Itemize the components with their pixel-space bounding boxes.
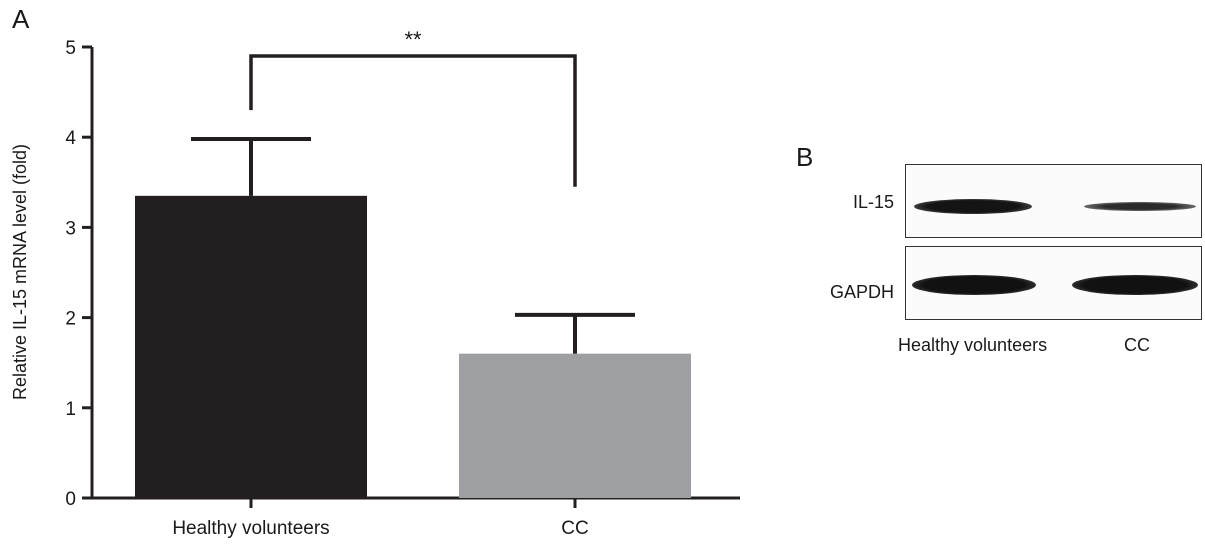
significance-line bbox=[249, 54, 577, 187]
y-tick-label: 4 bbox=[65, 128, 76, 149]
blot-gapdh bbox=[905, 246, 1202, 320]
bar-chart: 0 1 2 3 4 5 Healthy volunteers CC ** Relative … bbox=[10, 27, 740, 539]
blot-row-label-il15: IL-15 bbox=[852, 192, 894, 212]
x-tick-label: CC bbox=[561, 518, 588, 539]
band-il15-healthy bbox=[914, 199, 1032, 214]
panel-label-b: B bbox=[796, 142, 814, 172]
y-tick-label: 0 bbox=[65, 489, 76, 510]
y-tick-label: 2 bbox=[65, 309, 76, 330]
band-il15-cc bbox=[1084, 202, 1196, 211]
y-tick-label: 3 bbox=[65, 218, 76, 239]
bar-healthy bbox=[135, 195, 367, 498]
panel-label-a: A bbox=[12, 4, 30, 34]
band-gapdh-cc bbox=[1072, 275, 1198, 295]
bar-cc bbox=[459, 353, 691, 498]
significance-bracket: ** bbox=[249, 27, 577, 187]
y-tick-label: 1 bbox=[65, 399, 76, 420]
x-tick-label: Healthy volunteers bbox=[172, 518, 329, 539]
band-gapdh-healthy bbox=[912, 275, 1036, 295]
lane-label-healthy: Healthy volunteers bbox=[898, 335, 1048, 355]
blot-row-label-gapdh: GAPDH bbox=[829, 282, 894, 302]
y-tick-label: 5 bbox=[65, 38, 76, 59]
significance-label: ** bbox=[404, 27, 422, 52]
lane-label-cc: CC bbox=[1124, 335, 1150, 355]
x-axis: Healthy volunteers CC bbox=[90, 496, 740, 539]
y-axis-label: Relative IL-15 mRNA level (fold) bbox=[10, 144, 30, 400]
bars bbox=[135, 195, 691, 498]
blot-il15 bbox=[905, 164, 1202, 238]
error-bars bbox=[191, 137, 635, 354]
y-axis: 0 1 2 3 4 5 bbox=[65, 38, 94, 510]
